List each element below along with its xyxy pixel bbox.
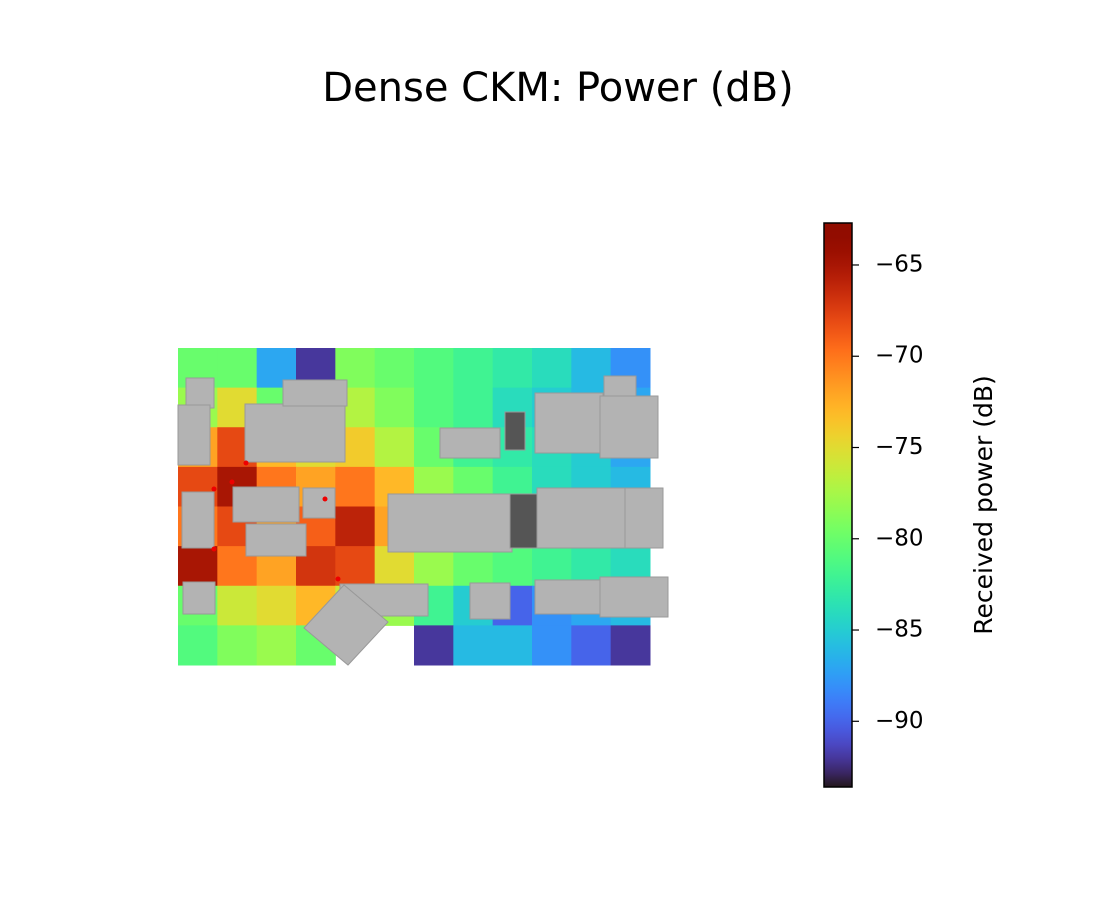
transmitter: [211, 546, 217, 552]
colorbar-tick-label: −85: [875, 617, 924, 643]
heatmap-cell: [256, 625, 297, 666]
building: [624, 487, 664, 549]
building: [439, 427, 501, 459]
colorbar-tick-label: −90: [875, 708, 924, 734]
chart-title: Dense CKM: Power (dB): [322, 65, 793, 111]
heatmap-cell: [178, 546, 218, 587]
heatmap-cell: [532, 348, 572, 389]
transmitter: [211, 486, 217, 492]
transmitter: [322, 496, 328, 502]
heatmap-cell: [217, 348, 258, 389]
heatmap-cell: [335, 466, 376, 507]
heatmap-cell: [610, 625, 651, 666]
heatmap-cell: [217, 585, 258, 626]
heatmap-cell: [256, 585, 297, 626]
building: [599, 395, 659, 459]
transmitter: [335, 576, 341, 582]
building: [534, 392, 604, 454]
heatmap-cell: [335, 506, 376, 547]
building: [387, 493, 513, 553]
building: [232, 486, 300, 523]
building: [181, 491, 215, 549]
colorbar-tick-label: −70: [875, 343, 924, 369]
building: [177, 404, 211, 466]
heatmap-cell: [335, 546, 376, 587]
buildings: [177, 375, 669, 666]
heatmap-cell: [492, 625, 533, 666]
heatmap-cell: [414, 387, 454, 428]
heatmap-cell: [453, 348, 494, 389]
colorbar-tick-label: −75: [875, 434, 924, 460]
building: [303, 584, 389, 666]
building: [536, 487, 628, 549]
building: [504, 411, 526, 451]
heatmap-cell: [414, 348, 454, 389]
colorbar-tick-label: −65: [875, 251, 924, 277]
heatmap-cell: [374, 546, 415, 587]
heatmap-cell: [453, 387, 494, 428]
building: [245, 523, 307, 557]
building: [509, 493, 539, 549]
heatmap-cell: [178, 625, 218, 666]
building: [282, 379, 348, 407]
building: [534, 579, 606, 615]
heatmap-cell: [453, 546, 494, 587]
building: [599, 576, 669, 618]
heatmap-cell: [374, 387, 415, 428]
heatmap-cell: [453, 625, 494, 666]
colorbar-ticks: −65 −70 −75 −80 −85 −90: [852, 251, 924, 734]
heatmap-cell: [532, 625, 572, 666]
heatmap-cell: [374, 427, 415, 468]
building: [603, 375, 637, 397]
heatmap-cell: [414, 625, 454, 666]
heatmap-cell: [571, 625, 612, 666]
building: [469, 582, 511, 620]
building: [182, 581, 216, 615]
building: [302, 487, 336, 519]
transmitter: [229, 479, 235, 485]
colorbar-label: Received power (dB): [969, 375, 998, 634]
heatmap-cell: [374, 348, 415, 389]
building: [244, 403, 346, 463]
colorbar: [823, 222, 853, 788]
heatmap-cell: [217, 625, 258, 666]
heatmap-cell: [492, 546, 533, 587]
heatmap-cell: [492, 348, 533, 389]
transmitters: [211, 460, 341, 582]
heatmap-cell: [414, 546, 454, 587]
colorbar-tick-label: −80: [875, 525, 924, 551]
transmitter: [243, 460, 249, 466]
building: [185, 377, 215, 409]
